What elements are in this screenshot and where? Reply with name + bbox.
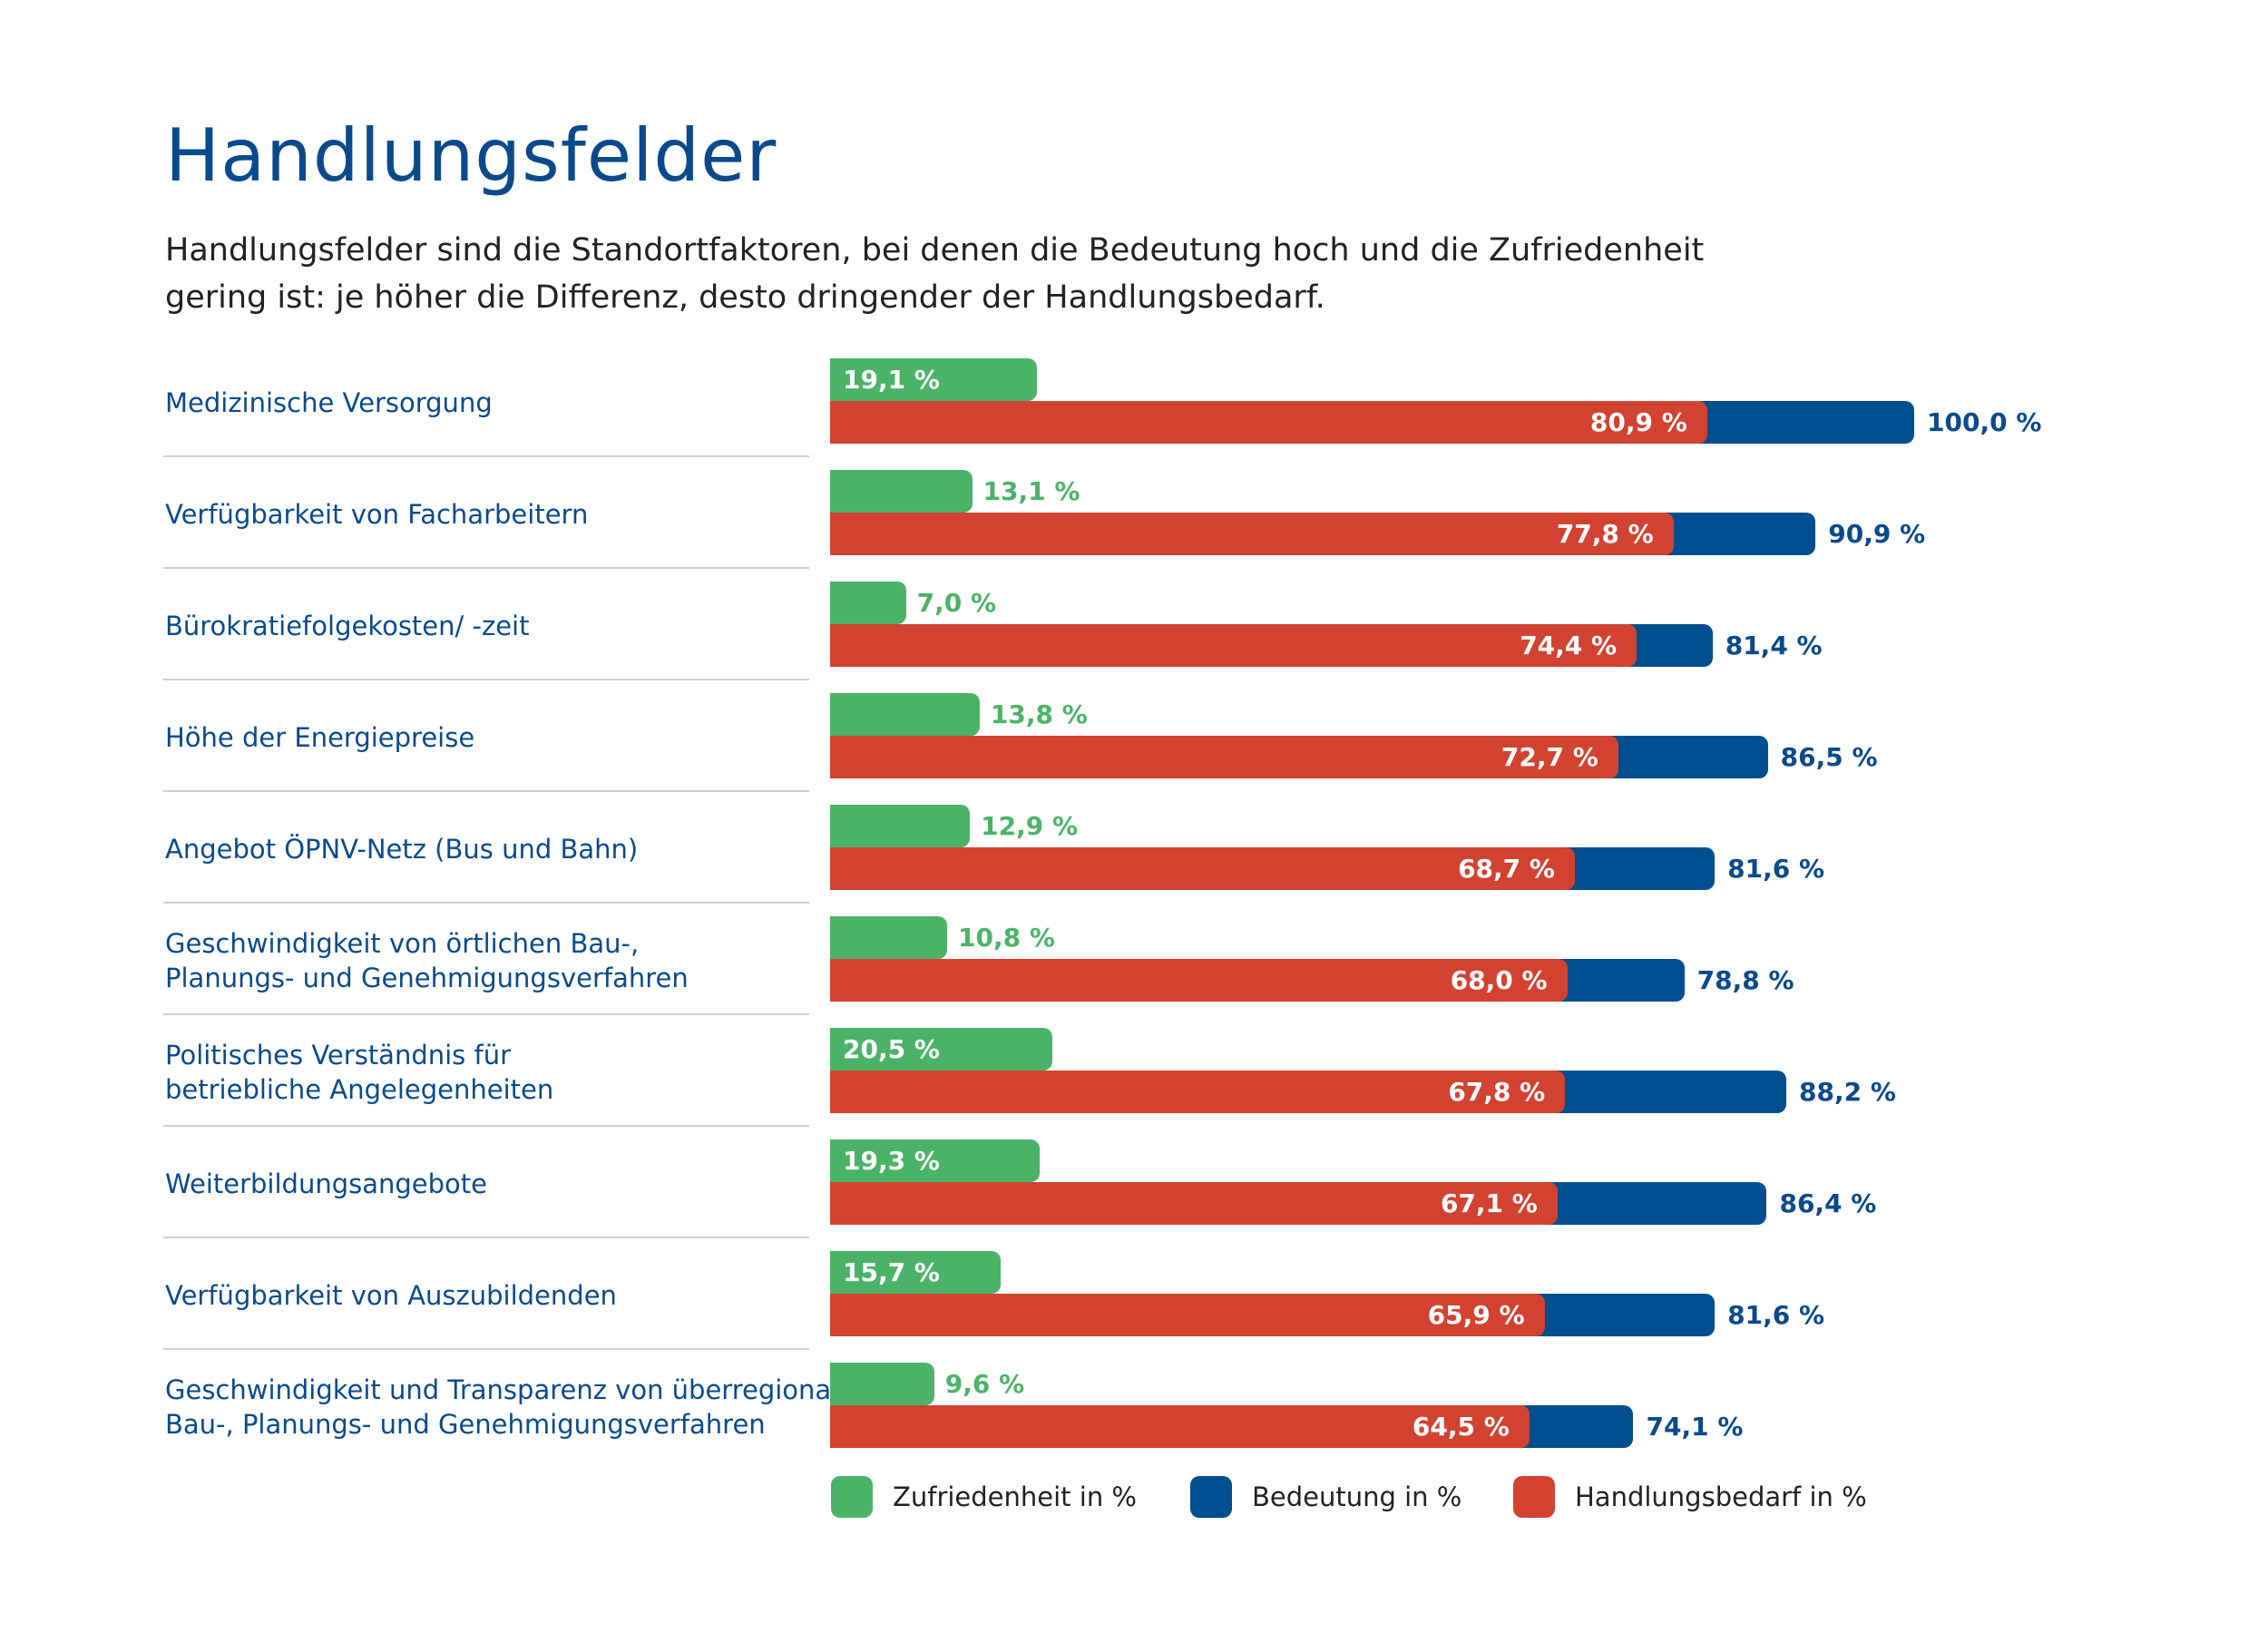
row-divider	[163, 455, 809, 457]
bar-handlungsbedarf	[830, 847, 1575, 890]
subtitle-line-1: Handlungsfelder sind die Standortfaktore…	[165, 232, 1705, 269]
value-label-bedeutung: 81,6 %	[1727, 854, 1824, 884]
bar-zufriedenheit	[830, 1251, 1001, 1294]
row-divider	[163, 1348, 809, 1350]
bar-zufriedenheit	[830, 1363, 934, 1405]
legend-item-bedeutung: Bedeutung in %	[1190, 1474, 1461, 1520]
subtitle: Handlungsfelder sind die Standortfaktore…	[165, 227, 1798, 321]
category-label: Medizinische Versorgung	[165, 358, 818, 446]
category-label-line: Verfügbarkeit von Facharbeitern	[165, 498, 589, 530]
bar-zufriedenheit	[830, 470, 973, 513]
row-divider	[163, 1237, 809, 1238]
value-label-handlungsbedarf: 74,4 %	[1520, 631, 1618, 660]
category-label-line: Bürokratiefolgekosten/ -zeit	[165, 610, 530, 641]
row-divider	[163, 1013, 809, 1015]
category-label-line: Bau-, Planungs- und Genehmigungsverfahre…	[165, 1408, 766, 1440]
bar-handlungsbedarf	[830, 1182, 1558, 1225]
category-label-line: Höhe der Energiepreise	[165, 721, 475, 753]
bar-handlungsbedarf	[830, 959, 1568, 1002]
category-label-line: Planungs- und Genehmigungsverfahren	[165, 962, 689, 993]
category-label-line: Weiterbildungsangebote	[165, 1168, 487, 1199]
value-label-handlungsbedarf: 67,8 %	[1448, 1077, 1546, 1107]
value-label-handlungsbedarf: 65,9 %	[1427, 1300, 1525, 1330]
bar-handlungsbedarf	[830, 401, 1707, 444]
bar-zufriedenheit	[830, 1028, 1052, 1071]
bar-handlungsbedarf	[830, 1405, 1530, 1448]
bar-handlungsbedarf	[830, 1294, 1545, 1336]
value-label-zufriedenheit: 13,8 %	[990, 699, 1088, 729]
bar-zufriedenheit	[830, 916, 948, 959]
category-label-line: Politisches Verständnis für	[165, 1039, 512, 1071]
category-label-line: Angebot ÖPNV-Netz (Bus und Bahn)	[165, 833, 639, 865]
subtitle-line-2: gering ist: je höher die Differenz, dest…	[165, 279, 1325, 316]
category-label: Bürokratiefolgekosten/ -zeit	[165, 582, 818, 670]
value-label-handlungsbedarf: 80,9 %	[1589, 407, 1687, 437]
bar-zufriedenheit	[830, 805, 971, 847]
bar-handlungsbedarf	[830, 513, 1674, 555]
value-label-zufriedenheit: 20,5 %	[843, 1034, 940, 1064]
value-label-bedeutung: 78,8 %	[1696, 965, 1794, 995]
category-label: Politisches Verständnis für betriebliche …	[165, 1028, 818, 1116]
bar-handlungsbedarf	[830, 736, 1618, 778]
value-label-bedeutung: 100,0 %	[1927, 407, 2042, 437]
category-label: Verfügbarkeit von Auszubildenden	[165, 1251, 818, 1339]
value-label-zufriedenheit: 7,0 %	[916, 588, 997, 618]
category-label-line: Verfügbarkeit von Auszubildenden	[165, 1279, 617, 1311]
category-label-line: Geschwindigkeit und Transparenz von über…	[165, 1374, 872, 1405]
value-label-handlungsbedarf: 68,0 %	[1450, 965, 1548, 995]
value-label-zufriedenheit: 12,9 %	[981, 811, 1079, 841]
legend-item-zufriedenheit: Zufriedenheit in %	[831, 1474, 1137, 1520]
bar-handlungsbedarf	[830, 1071, 1566, 1113]
category-label: Weiterbildungsangebote	[165, 1139, 818, 1227]
legend-swatch-handlungsbedarf	[1513, 1476, 1555, 1518]
value-label-bedeutung: 74,1 %	[1646, 1412, 1744, 1442]
legend-label-zufriedenheit: Zufriedenheit in %	[893, 1481, 1137, 1512]
category-label: Angebot ÖPNV-Netz (Bus und Bahn)	[165, 805, 818, 893]
bar-handlungsbedarf	[830, 624, 1637, 667]
legend-item-handlungsbedarf: Handlungsbedarf in %	[1513, 1474, 1867, 1520]
value-label-zufriedenheit: 19,1 %	[843, 365, 940, 395]
page-title: Handlungsfelder	[165, 113, 777, 198]
row-divider	[163, 790, 809, 792]
value-label-zufriedenheit: 10,8 %	[958, 923, 1055, 953]
value-label-bedeutung: 88,2 %	[1798, 1077, 1896, 1107]
value-label-bedeutung: 81,4 %	[1725, 631, 1823, 660]
legend-label-handlungsbedarf: Handlungsbedarf in %	[1575, 1481, 1867, 1512]
value-label-bedeutung: 90,9 %	[1828, 519, 1926, 549]
bar-zufriedenheit	[830, 582, 906, 624]
row-divider	[163, 902, 809, 904]
category-label-line: betriebliche Angelegenheiten	[165, 1073, 554, 1105]
value-label-handlungsbedarf: 68,7 %	[1458, 854, 1555, 884]
legend-label-bedeutung: Bedeutung in %	[1252, 1481, 1462, 1512]
row-divider	[163, 679, 809, 680]
legend-swatch-bedeutung	[1190, 1476, 1232, 1518]
value-label-bedeutung: 81,6 %	[1727, 1300, 1824, 1330]
value-label-zufriedenheit: 13,1 %	[982, 476, 1080, 506]
category-label: Verfügbarkeit von Facharbeitern	[165, 470, 818, 558]
category-label: Höhe der Energiepreise	[165, 693, 818, 781]
legend-swatch-zufriedenheit	[831, 1476, 873, 1518]
category-label: Geschwindigkeit von örtlichen Bau-, Planu…	[165, 916, 818, 1004]
bar-zufriedenheit	[830, 358, 1038, 401]
category-label: Geschwindigkeit und Transparenz von über…	[165, 1363, 872, 1451]
row-divider	[163, 567, 809, 569]
category-label-line: Medizinische Versorgung	[165, 386, 493, 418]
value-label-zufriedenheit: 15,7 %	[843, 1257, 940, 1287]
category-label-line: Geschwindigkeit von örtlichen Bau-,	[165, 927, 640, 959]
value-label-bedeutung: 86,5 %	[1780, 742, 1878, 772]
value-label-bedeutung: 86,4 %	[1779, 1188, 1877, 1218]
value-label-handlungsbedarf: 67,1 %	[1440, 1188, 1538, 1218]
value-label-handlungsbedarf: 64,5 %	[1412, 1412, 1510, 1442]
value-label-zufriedenheit: 9,6 %	[944, 1369, 1025, 1399]
row-divider	[163, 1125, 809, 1127]
value-label-handlungsbedarf: 77,8 %	[1556, 519, 1654, 549]
bar-zufriedenheit	[830, 693, 980, 736]
value-label-zufriedenheit: 19,3 %	[843, 1146, 940, 1176]
bar-zufriedenheit	[830, 1139, 1040, 1182]
value-label-handlungsbedarf: 72,7 %	[1501, 742, 1598, 772]
